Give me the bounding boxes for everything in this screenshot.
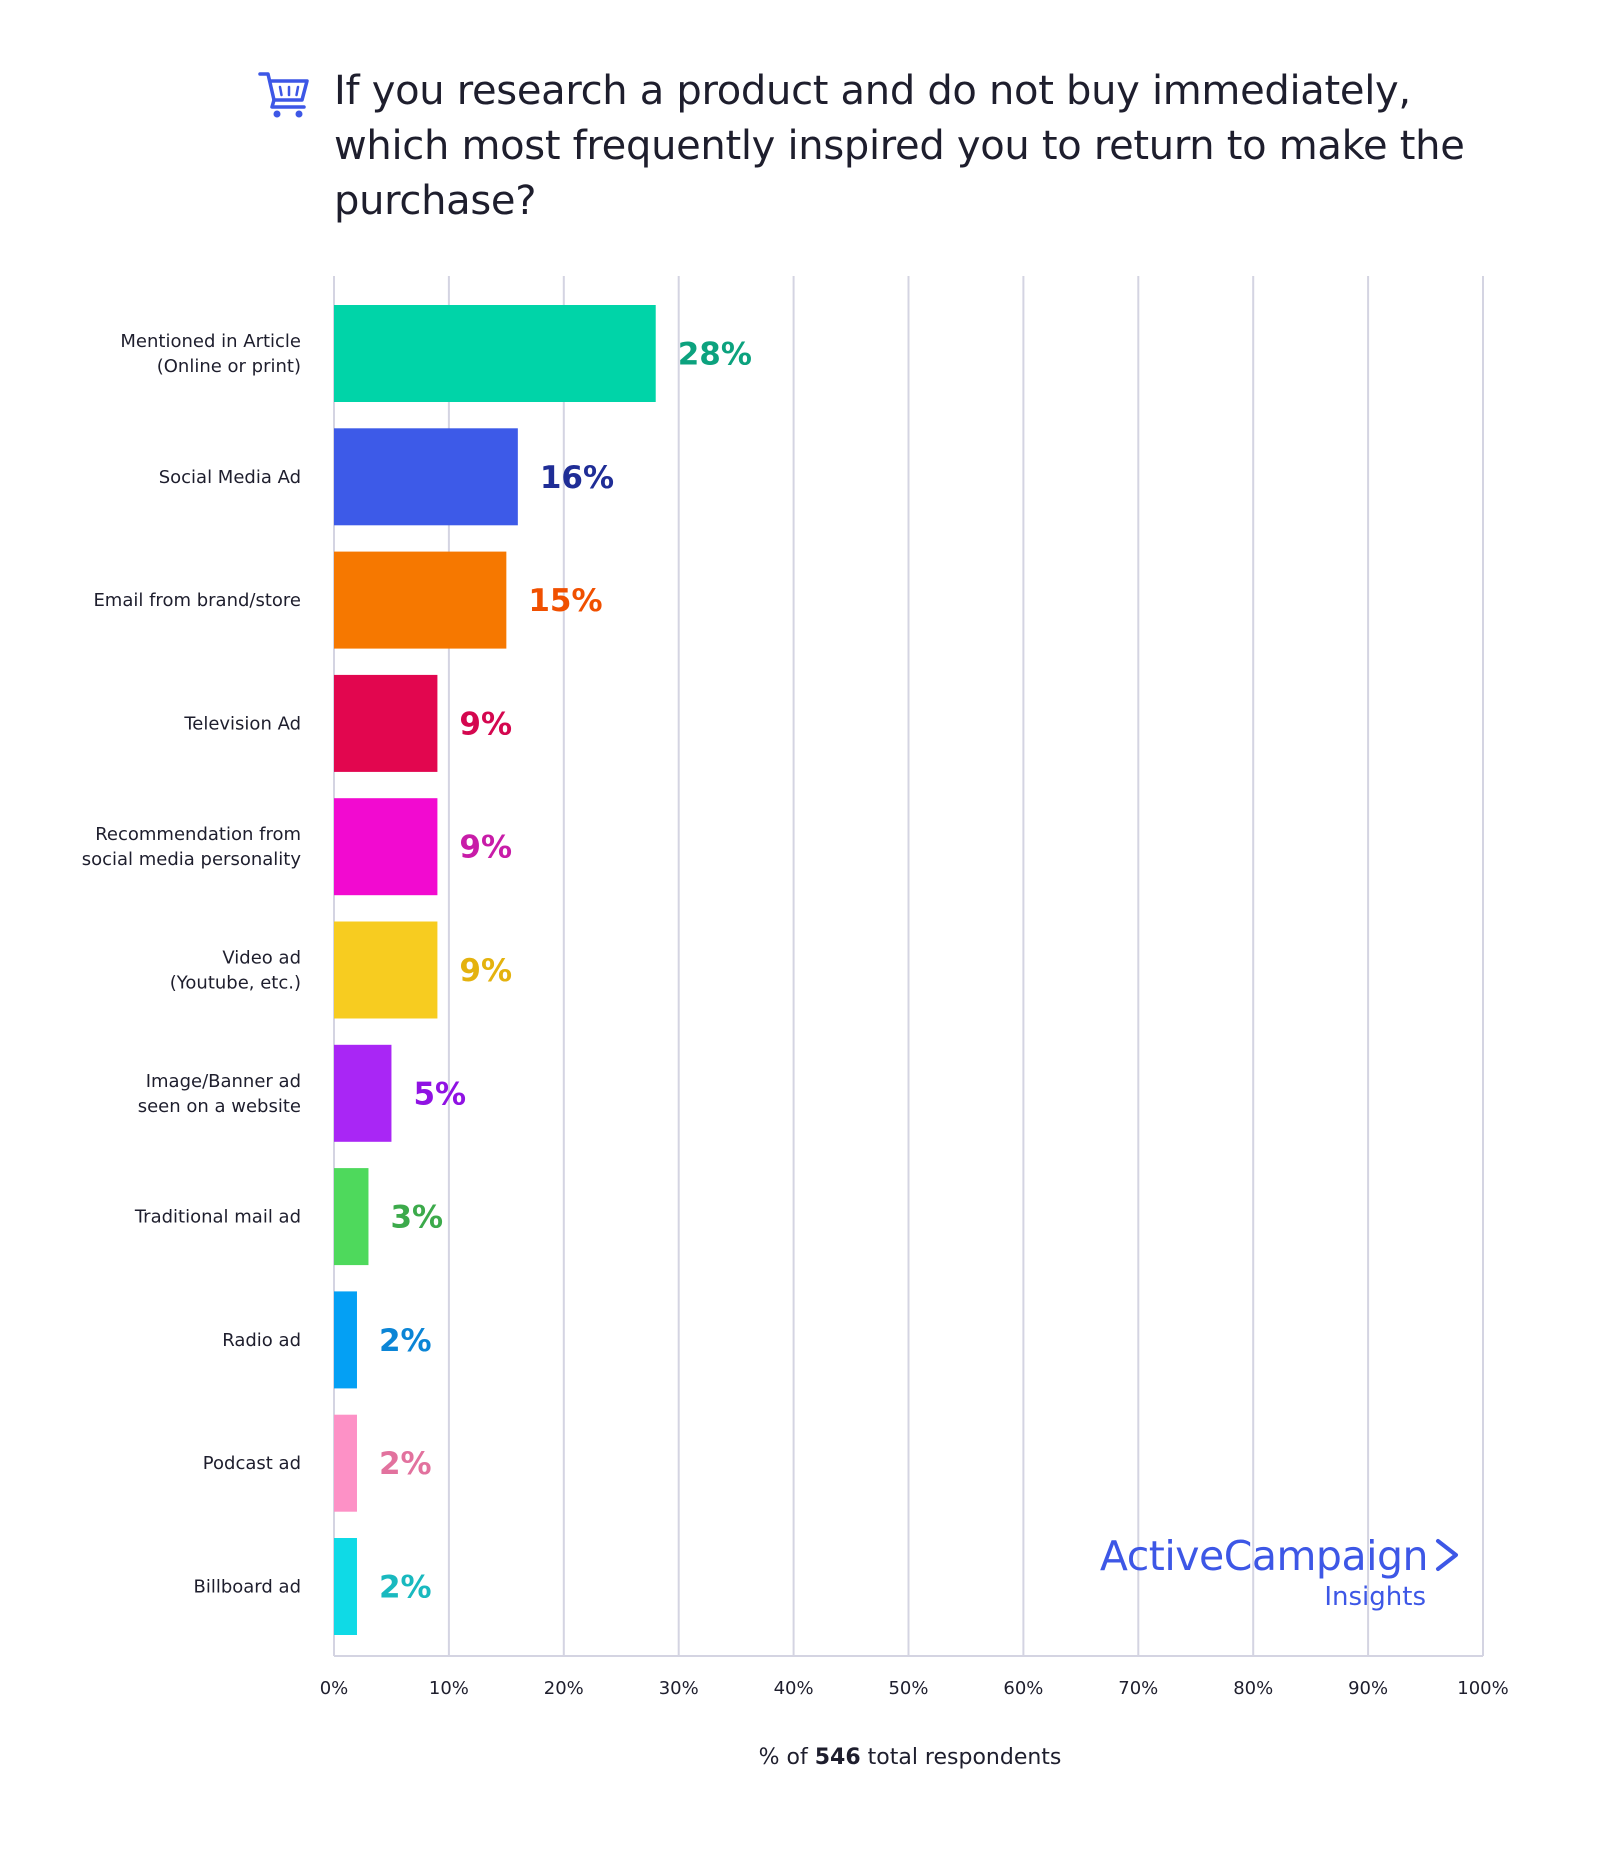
category-label: Image/Banner ad: [146, 1071, 301, 1092]
category-label: Podcast ad: [203, 1453, 301, 1474]
x-tick-label: 50%: [888, 1678, 928, 1699]
data-label: 2%: [379, 1570, 432, 1606]
data-label: 9%: [459, 830, 512, 866]
category-label: Video ad: [222, 948, 301, 969]
bar: [334, 921, 438, 1019]
data-label: 2%: [379, 1323, 432, 1359]
x-tick-label: 10%: [429, 1678, 469, 1699]
x-axis-label-prefix: % of: [758, 1745, 815, 1770]
category-label: Email from brand/store: [93, 590, 301, 611]
respondent-count: 546: [814, 1745, 861, 1770]
category-label: Traditional mail ad: [134, 1207, 301, 1228]
bar: [334, 305, 656, 402]
x-tick-label: 60%: [1003, 1678, 1043, 1699]
x-axis-label-suffix: total respondents: [860, 1745, 1062, 1770]
x-tick-label: 20%: [544, 1678, 584, 1699]
bar: [334, 674, 438, 772]
x-tick-label: 90%: [1348, 1678, 1388, 1699]
category-label: Social Media Ad: [159, 467, 301, 488]
category-label: Billboard ad: [193, 1577, 301, 1598]
x-tick-label: 80%: [1233, 1678, 1273, 1699]
data-label: 28%: [678, 337, 752, 373]
data-label: 9%: [459, 953, 512, 989]
category-label: Mentioned in Article: [120, 331, 301, 352]
bar: [334, 798, 438, 896]
x-tick-label: 0%: [320, 1678, 349, 1699]
bar: [334, 551, 507, 649]
activecampaign-logo: ActiveCampaign Insights: [1060, 1532, 1460, 1614]
data-label: 3%: [390, 1200, 443, 1236]
category-label: (Youtube, etc.): [170, 973, 301, 994]
x-tick-label: 30%: [659, 1678, 699, 1699]
data-label: 9%: [459, 706, 512, 742]
category-label: social media personality: [82, 849, 302, 870]
bar: [334, 1291, 357, 1389]
x-tick-label: 40%: [774, 1678, 814, 1699]
chart-title: If you research a product and do not buy…: [334, 68, 1465, 224]
data-label: 5%: [413, 1076, 466, 1112]
bar: [334, 428, 518, 526]
bar: [334, 1044, 392, 1142]
data-label: 15%: [528, 583, 602, 619]
bar: [334, 1538, 357, 1635]
x-tick-label: 70%: [1118, 1678, 1158, 1699]
bar: [334, 1414, 357, 1512]
data-label: 2%: [379, 1446, 432, 1482]
shopping-cart-icon: [258, 72, 309, 118]
logo-subtitle: Insights: [1324, 1582, 1426, 1612]
category-label: seen on a website: [138, 1096, 301, 1117]
category-label: Television Ad: [183, 713, 301, 734]
category-label: (Online or print): [157, 356, 301, 377]
category-label: Recommendation from: [95, 824, 301, 845]
chevron-right-icon: [1436, 1539, 1458, 1571]
category-label: Radio ad: [222, 1330, 301, 1351]
data-label: 16%: [540, 460, 614, 496]
x-axis-label: % of 546 total respondents: [0, 1745, 1600, 1770]
bar: [334, 1168, 369, 1266]
x-tick-label: 100%: [1457, 1678, 1508, 1699]
logo-name: ActiveCampaign: [1099, 1532, 1429, 1580]
